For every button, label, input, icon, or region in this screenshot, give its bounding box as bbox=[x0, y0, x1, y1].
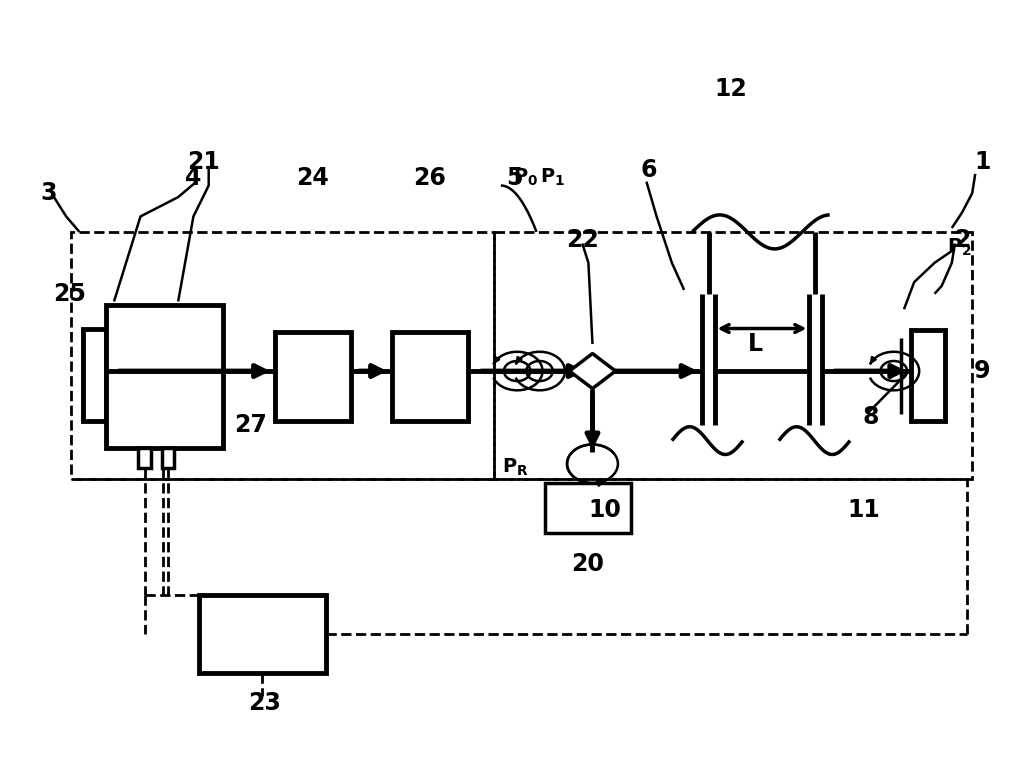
Bar bbox=[545, 483, 631, 533]
Text: 1: 1 bbox=[974, 150, 991, 175]
Text: $\mathbf{P_2}$: $\mathbf{P_2}$ bbox=[947, 237, 971, 258]
Text: 8: 8 bbox=[862, 405, 879, 430]
Text: 27: 27 bbox=[234, 413, 267, 438]
Polygon shape bbox=[569, 353, 616, 389]
Text: 3: 3 bbox=[41, 181, 57, 206]
Bar bbox=[199, 595, 326, 673]
Text: 20: 20 bbox=[571, 552, 604, 577]
Text: $\mathbf{P_R}$: $\mathbf{P_R}$ bbox=[502, 457, 528, 478]
Text: 26: 26 bbox=[413, 165, 446, 190]
Text: 12: 12 bbox=[715, 77, 747, 101]
Text: 24: 24 bbox=[296, 165, 329, 190]
Bar bbox=[911, 330, 945, 421]
Bar bbox=[162, 448, 174, 468]
Bar bbox=[494, 232, 972, 479]
Bar bbox=[106, 305, 223, 448]
Text: 4: 4 bbox=[185, 165, 202, 190]
Bar bbox=[392, 332, 468, 421]
Text: $\mathbf{P_1}$: $\mathbf{P_1}$ bbox=[541, 167, 565, 189]
Text: 9: 9 bbox=[974, 359, 991, 383]
Text: 6: 6 bbox=[640, 158, 657, 182]
Text: 25: 25 bbox=[53, 281, 86, 306]
Text: 23: 23 bbox=[248, 691, 281, 716]
Text: 22: 22 bbox=[566, 227, 599, 252]
Text: 10: 10 bbox=[588, 498, 621, 523]
Text: $\mathbf{P_0}$: $\mathbf{P_0}$ bbox=[513, 167, 538, 189]
Text: 5: 5 bbox=[506, 165, 522, 190]
Bar bbox=[71, 232, 494, 479]
Bar bbox=[138, 448, 151, 468]
Text: $\mathbf{L}$: $\mathbf{L}$ bbox=[747, 332, 764, 356]
Text: 21: 21 bbox=[187, 150, 220, 175]
Text: 11: 11 bbox=[847, 498, 880, 523]
Bar bbox=[275, 332, 351, 421]
Text: 2: 2 bbox=[954, 227, 970, 252]
Bar bbox=[83, 329, 106, 421]
